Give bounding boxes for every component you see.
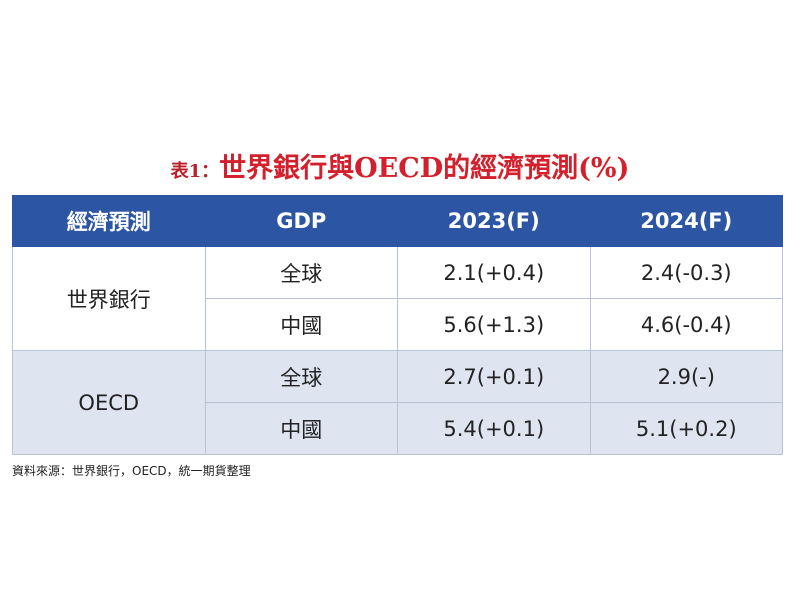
cell: 2.1(+0.4) <box>397 246 591 299</box>
source-note: 資料來源：世界銀行，OECD，統一期貨整理 <box>12 464 251 478</box>
cell: 5.6(+1.3) <box>397 298 591 351</box>
header-cell: 2024(F) <box>589 195 783 247</box>
row: OECD 全球 2.7(+0.1) 2.9(-) <box>12 350 783 455</box>
title-prefix: 表1： <box>170 161 220 182</box>
header-row: 經濟預測 GDP 2023(F) 2024(F) <box>12 195 783 247</box>
title-text: 世界銀行與OECD的經濟預測(%) <box>219 153 630 184</box>
cell: 5.1(+0.2) <box>589 402 783 455</box>
table: 經濟預測 GDP 2023(F) 2024(F) 世界銀行 全球 2.1(+0.… <box>12 195 783 455</box>
cell: 中國 <box>204 298 398 351</box>
group-name: 世界銀行 <box>12 246 206 351</box>
title: 表1：世界銀行與OECD的經濟預測(%) <box>0 146 800 185</box>
row: 世界銀行 全球 2.1(+0.4) 2.4(-0.3) <box>12 246 783 351</box>
header-cell: GDP <box>204 195 398 247</box>
cell: 2.4(-0.3) <box>589 246 783 299</box>
group-name: OECD <box>12 350 206 455</box>
cell: 全球 <box>204 350 398 403</box>
cell: 2.7(+0.1) <box>397 350 591 403</box>
cell: 5.4(+0.1) <box>397 402 591 455</box>
row: 中國 5.6(+1.3) 4.6(-0.4) <box>13 298 783 351</box>
cell: 全球 <box>204 246 398 299</box>
cell: 2.9(-) <box>589 350 783 403</box>
row: 中國 5.4(+0.1) 5.1(+0.2) <box>13 402 783 455</box>
cell: 中國 <box>204 402 398 455</box>
cell: 4.6(-0.4) <box>589 298 783 351</box>
header-cell: 2023(F) <box>397 195 591 247</box>
header-cell: 經濟預測 <box>12 195 206 247</box>
